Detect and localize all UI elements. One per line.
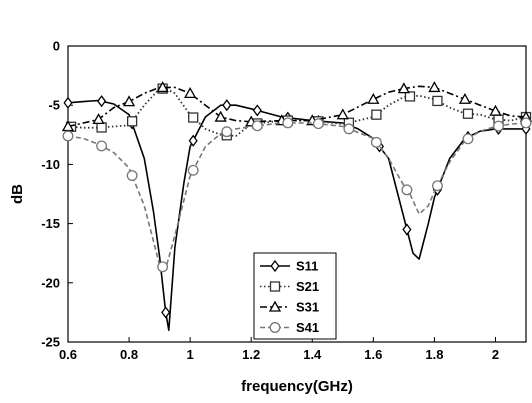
data-point-s11 — [97, 95, 107, 108]
data-point-s41 — [126, 170, 138, 181]
data-point-s41 — [432, 180, 443, 192]
legend-label: S31 — [296, 300, 319, 315]
x-axis-title: frequency(GHz) — [241, 378, 353, 395]
data-point-s41 — [251, 120, 263, 132]
data-point-s31 — [122, 95, 136, 107]
data-point-s31 — [92, 113, 105, 125]
data-point-s21 — [404, 91, 416, 102]
legend-marker — [269, 322, 281, 333]
data-point-s21 — [126, 116, 138, 127]
data-point-s41 — [493, 120, 504, 132]
legend-label: S21 — [296, 279, 319, 294]
y-tick-label: -15 — [41, 216, 60, 231]
axis-ticks — [67, 45, 496, 343]
legend: S11 S21 S31 S41 — [253, 252, 337, 340]
x-tick-label: 0.8 — [120, 347, 138, 362]
data-point-s41 — [282, 117, 294, 129]
legend-item-s21: S21 — [260, 279, 319, 294]
data-point-s31 — [458, 92, 472, 104]
series-s41 — [62, 117, 532, 273]
y-tick-label: -10 — [41, 157, 60, 172]
series-line-s21 — [67, 87, 527, 137]
x-tick-label: 1.6 — [364, 347, 382, 362]
data-point-s31 — [156, 81, 169, 93]
plot-frame — [67, 45, 527, 343]
x-tick-label: 1.8 — [425, 347, 443, 362]
legend-box — [253, 252, 337, 340]
y-tick-label: -20 — [41, 275, 60, 290]
data-point-s21 — [371, 109, 382, 120]
x-tick-label: 0.6 — [59, 347, 77, 362]
legend-item-s31: S31 — [260, 300, 319, 315]
x-tick-label: 1.4 — [303, 347, 322, 362]
legend-marker — [269, 281, 281, 292]
data-point-s21 — [462, 108, 474, 119]
series-line-s41 — [67, 122, 527, 270]
y-tick-labels: 0 -5 -10 -15 -20 -25 — [41, 39, 60, 350]
data-point-s11 — [222, 99, 232, 112]
y-tick-label: 0 — [53, 39, 60, 54]
legend-label: S11 — [296, 259, 318, 274]
data-point-s21 — [432, 95, 443, 107]
data-point-s31 — [428, 81, 441, 93]
data-point-s41 — [96, 140, 108, 152]
data-point-s41 — [370, 136, 382, 148]
data-point-s41 — [62, 130, 74, 142]
y-axis-title: dB — [9, 184, 26, 204]
data-point-s11 — [402, 223, 412, 236]
data-point-s21 — [188, 112, 199, 123]
data-point-s11 — [188, 134, 198, 147]
x-tick-label: 2 — [492, 347, 499, 362]
legend-marker — [270, 259, 280, 273]
data-point-s41 — [343, 123, 355, 135]
data-point-s11 — [252, 104, 262, 117]
data-point-s41 — [401, 184, 413, 196]
data-point-s41 — [157, 261, 169, 273]
x-tick-label: 1.2 — [242, 347, 260, 362]
data-point-s41 — [312, 118, 324, 130]
data-point-s41 — [187, 164, 199, 176]
legend-item-s11: S11 — [260, 259, 318, 274]
data-point-s41 — [221, 126, 233, 138]
data-point-s31 — [214, 110, 227, 122]
data-point-s11 — [63, 96, 73, 109]
plot-area — [61, 81, 532, 332]
y-tick-label: -25 — [41, 335, 60, 350]
data-point-s11 — [161, 306, 171, 319]
data-point-s31 — [397, 82, 410, 94]
series-s31 — [61, 81, 532, 132]
data-point-s31 — [61, 120, 75, 132]
data-point-s41 — [520, 117, 532, 129]
data-point-s21 — [96, 122, 107, 133]
data-point-s41 — [462, 133, 474, 145]
series-s21 — [65, 83, 532, 141]
x-tick-label: 1 — [187, 347, 194, 362]
data-point-s31 — [489, 104, 502, 116]
legend-item-s41: S41 — [260, 320, 319, 335]
data-point-s31 — [184, 87, 197, 99]
x-tick-labels: 0.6 0.8 1 1.2 1.4 1.6 1.8 2 — [59, 347, 499, 362]
legend-marker — [268, 300, 282, 312]
legend-label: S41 — [296, 320, 319, 335]
y-tick-label: -5 — [48, 98, 60, 113]
data-point-s31 — [367, 92, 380, 104]
data-point-s31 — [336, 108, 349, 120]
